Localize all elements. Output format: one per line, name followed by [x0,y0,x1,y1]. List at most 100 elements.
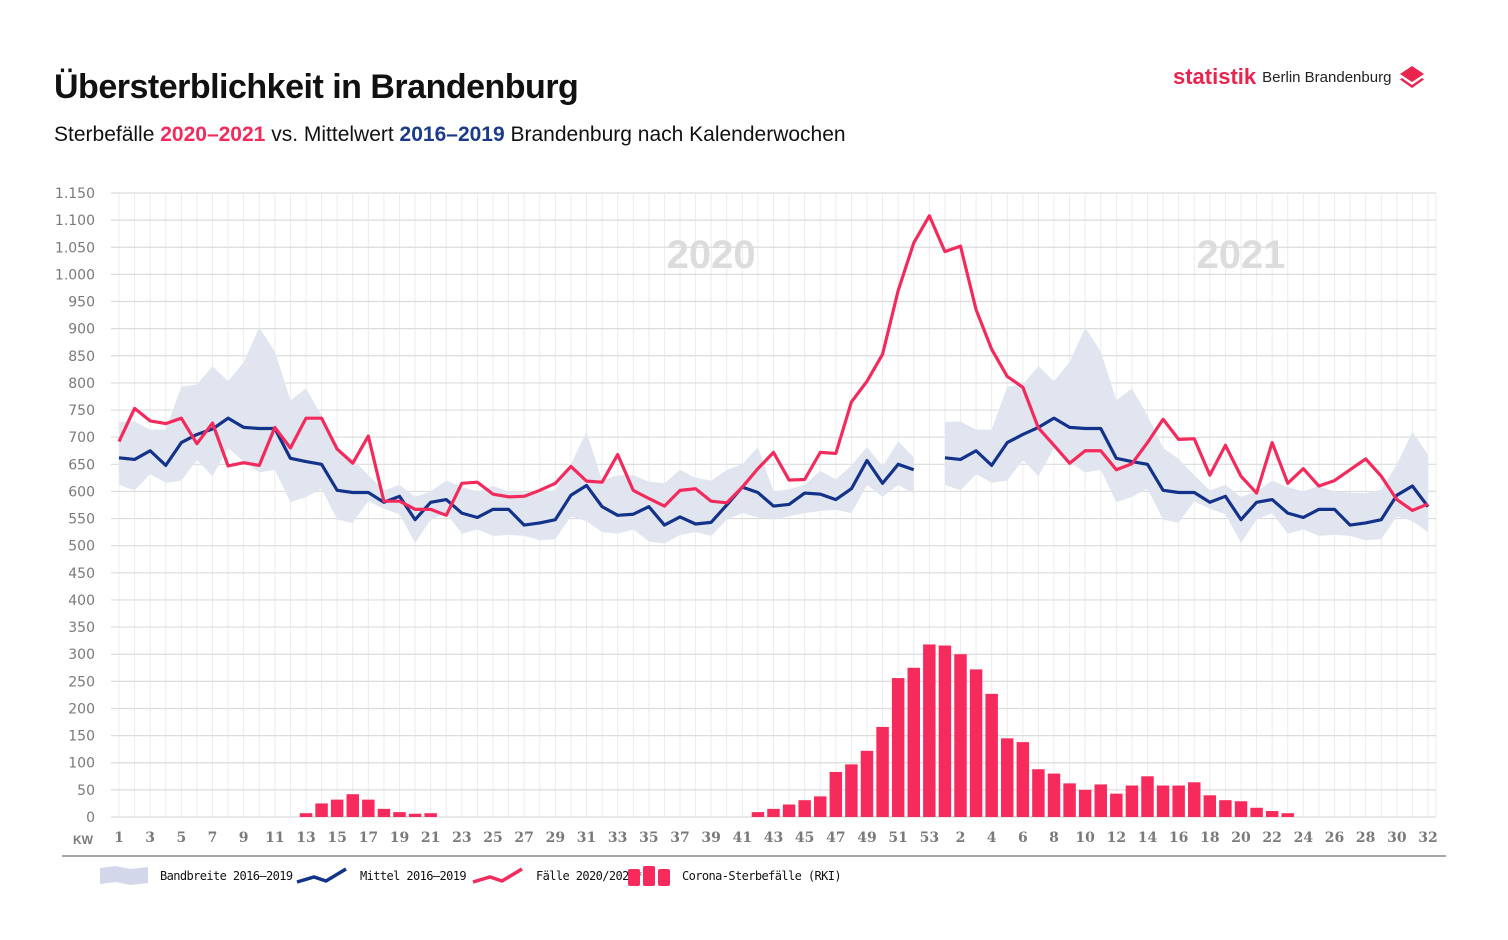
year-watermarks: 2020 2021 [667,233,1286,277]
corona-death-bar [1203,795,1217,817]
x-tick-label: 25 [483,830,502,846]
corona-death-bar [1047,773,1061,817]
x-tick-label: 10 [1075,830,1095,846]
subtitle-middle: vs. Mittelwert [265,123,400,146]
corona-death-bar [330,799,344,817]
x-tick-label: 14 [1138,830,1158,846]
y-tick-label: 750 [68,403,95,419]
legend-label: Bandbreite 2016–2019 [160,869,293,883]
corona-death-bar [1125,785,1139,817]
corona-death-bar [408,813,422,817]
corona-death-bar [346,794,359,817]
corona-death-bar [362,799,375,817]
y-tick-label: 1.100 [55,213,95,229]
mean-line [118,416,915,527]
corona-death-bar [299,813,313,817]
y-tick-label: 200 [68,701,95,717]
logo-brand: statistik [1173,64,1257,89]
legend-item-cases: Fälle 2020/2021* [472,860,643,892]
corona-death-bar [1078,789,1092,817]
corona-death-bar [393,812,406,817]
bars-swatch-icon [628,866,670,886]
mean-line [944,416,1430,527]
corona-death-bar [1110,793,1123,817]
y-tick-label: 450 [68,566,95,582]
statistik-logo[interactable]: statistik Berlin Brandenburg [1173,62,1425,92]
logo-region: Berlin Brandenburg [1262,68,1392,86]
corona-death-bar [985,693,998,817]
subtitle-years-current: 2020–2021 [160,123,266,146]
x-tick-label: 31 [577,830,596,846]
corona-death-bar [860,750,874,817]
x-tick-label: 11 [265,830,284,846]
layers-icon [1400,66,1425,88]
x-tick-label: 5 [176,830,186,846]
corona-death-bar [1234,801,1248,817]
x-tick-label: 43 [764,830,783,846]
corona-death-bar [1172,785,1185,817]
x-tick-label: 22 [1262,830,1281,846]
x-tick-label: 24 [1294,830,1314,846]
band-area [944,327,1428,543]
year-watermark: 2021 [1197,233,1286,277]
y-tick-label: 800 [68,376,95,392]
corona-death-bar [1281,813,1294,817]
y-tick-label: 250 [68,674,95,690]
corona-death-bar [782,804,796,817]
cases-line-swatch-icon [472,867,523,884]
x-tick-label: 32 [1418,830,1437,846]
corona-death-bar [845,764,858,817]
y-tick-label: 350 [68,620,95,636]
bars-layer [299,644,1294,817]
lines-layer [117,214,1430,527]
y-tick-label: 500 [68,539,95,555]
corona-death-bar [829,771,843,817]
band-area [119,327,914,544]
x-tick-label: 37 [670,830,689,846]
x-tick-label: 2 [956,830,966,846]
corona-death-bar [424,813,437,817]
y-tick-label: 1.150 [55,186,95,202]
y-tick-label: 900 [68,322,95,338]
corona-death-bar [1219,800,1232,817]
corona-death-bar [798,800,811,817]
legend-item-bars: Corona-Sterbefälle (RKI) [628,860,842,892]
subtitle: Sterbefälle 2020–2021 vs. Mittelwert 201… [54,123,846,147]
x-tick-label: 20 [1231,830,1251,846]
y-tick-label: 150 [68,729,95,745]
subtitle-prefix: Sterbefälle [54,123,161,146]
y-tick-label: 400 [68,593,95,609]
corona-death-bar [1016,742,1030,817]
x-tick-label: 27 [514,830,533,846]
x-tick-label: 45 [795,830,814,846]
y-tick-label: 550 [68,512,95,528]
x-axis-title: KW [73,833,94,847]
x-tick-label: 41 [733,830,752,846]
corona-death-bar [891,678,905,817]
x-tick-label: 51 [888,830,907,846]
x-tick-label: 12 [1107,830,1126,846]
x-tick-label: 47 [826,830,845,846]
x-tick-label: 29 [546,830,565,846]
corona-death-bar [377,808,391,817]
x-tick-label: 7 [208,830,218,846]
legend-label: Corona-Sterbefälle (RKI) [682,869,842,883]
y-tick-label: 600 [68,484,95,500]
year-watermark: 2020 [667,233,756,277]
x-tick-label: 1 [114,830,124,846]
corona-death-bar [1141,776,1154,817]
y-tick-label: 100 [68,756,95,772]
x-tick-label: 17 [359,830,378,846]
x-axis: KW 1 3 5 7 9 11 13 15 17 19 21 23 25 27 29 31 33 35 37 39 41 4… [73,830,1438,847]
y-tick-label: 1.000 [55,267,95,283]
x-tick-label: 6 [1018,830,1028,846]
y-tick-label: 300 [68,647,95,663]
mean-line-swatch-icon [296,867,347,884]
x-tick-label: 28 [1356,830,1375,846]
legend-label: Fälle 2020/2021* [536,869,643,883]
x-tick-label: 18 [1200,830,1219,846]
x-tick-label: 33 [608,830,627,846]
corona-death-bar [1188,782,1201,817]
x-tick-label: 3 [145,830,155,846]
x-tick-label: 26 [1325,830,1344,846]
